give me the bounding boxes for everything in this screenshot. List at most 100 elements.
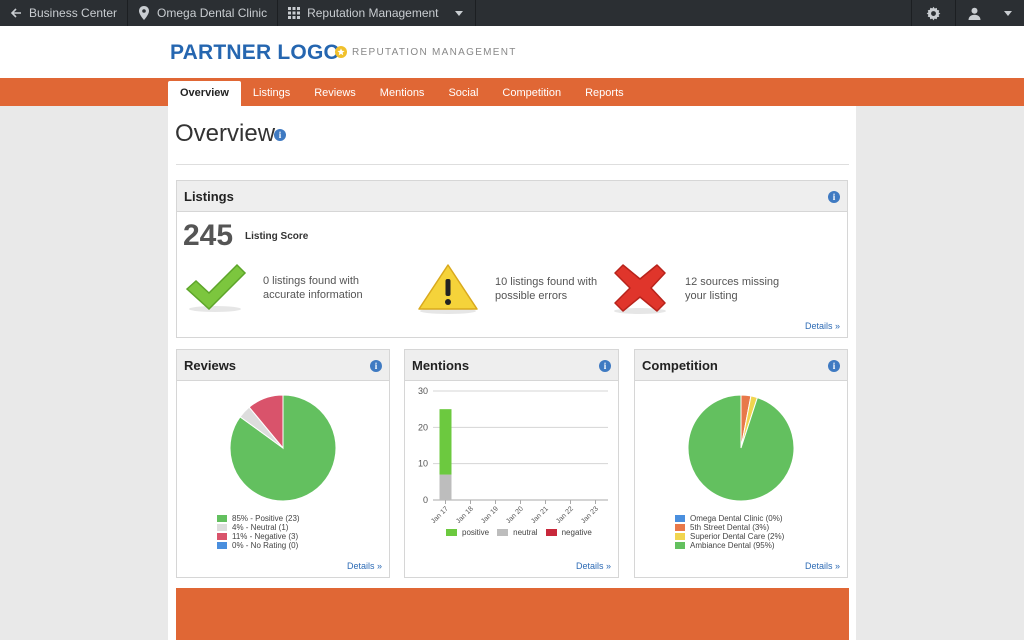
competition-card: Competition i Omega Dental Clinic (0%) 5…: [634, 349, 848, 578]
stat-line: 12 sources missing: [685, 276, 780, 288]
legend-item: 0% - No Rating (0): [217, 541, 300, 550]
x-tick-label: Jan 17: [430, 505, 450, 523]
competition-header: Competition i: [635, 350, 847, 381]
y-tick-label: 30: [418, 386, 428, 396]
product-label: REPUTATION MANAGEMENT: [352, 46, 517, 58]
bar-neutral: [439, 474, 452, 500]
back-to-business-center[interactable]: Business Center: [0, 0, 129, 26]
mentions-details-link[interactable]: Details »: [575, 561, 611, 571]
legend-label: Superior Dental Care (2%): [690, 532, 785, 541]
info-icon[interactable]: i: [828, 191, 840, 203]
user-menu[interactable]: [955, 0, 1024, 26]
y-tick-label: 0: [423, 495, 428, 505]
reviews-header: Reviews i: [177, 350, 389, 381]
mentions-card: Mentions i 0 10 20 30 Jan 17 Jan 18 Jan 19 Jan …: [404, 349, 619, 578]
nav-tabs: Overview Listings Reviews Mentions Socia…: [168, 81, 636, 106]
competition-pie-chart: [687, 394, 795, 502]
stat-line: your listing: [685, 290, 738, 302]
legend-item: Superior Dental Care (2%): [675, 532, 784, 541]
listing-score-label: Listing Score: [245, 231, 309, 242]
chevron-down-icon: [1004, 10, 1012, 16]
listings-details-link[interactable]: Details »: [804, 321, 840, 331]
legend-item: 4% - Neutral (1): [217, 523, 300, 532]
tab-social[interactable]: Social: [448, 87, 479, 99]
mentions-bar-chart: 0 10 20 30 Jan 17 Jan 18 Jan 19 Jan 20 Jan 21 Jan…: [418, 386, 608, 523]
chevron-down-icon: [454, 10, 463, 16]
header: PARTNER LOGO REPUTATION MANAGEMENT: [0, 26, 1024, 78]
legend-label: neutral: [513, 528, 538, 537]
info-icon[interactable]: i: [274, 129, 286, 141]
tab-competition[interactable]: Competition: [502, 87, 562, 99]
y-tick-label: 10: [418, 459, 428, 469]
legend-swatch: [217, 542, 227, 549]
legend-label: Ambiance Dental (95%): [690, 541, 775, 550]
x-tick-label: Jan 21: [530, 505, 550, 523]
legend-item: Ambiance Dental (95%): [675, 541, 784, 550]
partner-logo[interactable]: PARTNER LOGO: [170, 41, 341, 64]
info-icon[interactable]: i: [828, 360, 840, 372]
pie-slice-ambiance-dental: [687, 394, 795, 502]
reviews-card: Reviews i 85% - Positive (23) 4% - Neutr…: [176, 349, 390, 578]
stat-line: accurate information: [263, 289, 363, 301]
reviews-title: Reviews: [184, 358, 237, 373]
competition-legend: Omega Dental Clinic (0%) 5th Street Dent…: [675, 514, 784, 550]
x-tick-label: Jan 19: [480, 505, 500, 523]
x-mark-icon: [614, 264, 666, 314]
promo-banner: [176, 588, 849, 640]
warning-icon: [418, 264, 478, 314]
listings-header: Listings i: [177, 181, 847, 212]
location-selector[interactable]: Omega Dental Clinic: [128, 0, 279, 26]
legend-item: neutral: [497, 528, 538, 537]
listings-title: Listings: [184, 189, 234, 204]
missing-sources-text: 12 sources missing your listing: [685, 275, 805, 303]
x-tick-label: Jan 23: [580, 505, 600, 523]
tab-mentions[interactable]: Mentions: [379, 87, 425, 99]
nav-bar: Overview Listings Reviews Mentions Socia…: [0, 78, 1024, 106]
location-pin-icon: [139, 6, 150, 20]
legend-swatch: [545, 529, 557, 536]
x-tick-label: Jan 18: [455, 505, 475, 523]
missing-sources-stat: 12 sources missing your listing: [611, 263, 805, 315]
bar-positive: [439, 409, 452, 475]
reviews-pie-chart: [229, 394, 337, 502]
listing-score-value: 245: [183, 219, 234, 252]
top-bar: Business Center Omega Dental Clinic Repu…: [0, 0, 1024, 26]
tab-reports[interactable]: Reports: [585, 87, 624, 99]
stat-line: possible errors: [495, 290, 568, 302]
tab-reviews[interactable]: Reviews: [314, 87, 356, 99]
legend-swatch: [446, 529, 457, 536]
page-title: Overview: [175, 120, 276, 147]
legend-swatch: [497, 529, 509, 536]
user-icon: [968, 7, 981, 20]
info-icon[interactable]: i: [370, 360, 382, 372]
legend-swatch: [675, 515, 685, 522]
x-tick-label: Jan 20: [505, 505, 525, 523]
app-label: Reputation Management: [307, 6, 439, 20]
business-center-label: Business Center: [29, 6, 118, 20]
location-label: Omega Dental Clinic: [157, 6, 268, 20]
mentions-title: Mentions: [412, 358, 470, 373]
mentions-header: Mentions i: [405, 350, 618, 381]
tab-listings[interactable]: Listings: [252, 87, 291, 99]
info-icon[interactable]: i: [599, 360, 611, 372]
legend-swatch: [217, 524, 227, 531]
reviews-details-link[interactable]: Details »: [346, 561, 382, 571]
app-switcher[interactable]: Reputation Management: [278, 0, 476, 26]
mentions-legend: positive neutral negative: [446, 528, 600, 537]
main-content: Overview i Listings i 245 Listing Score …: [168, 106, 856, 640]
legend-swatch: [217, 515, 227, 522]
back-arrow-icon: [10, 8, 21, 18]
legend-swatch: [675, 533, 685, 540]
legend-label: Omega Dental Clinic (0%): [690, 514, 783, 523]
legend-label: positive: [462, 528, 490, 537]
listing-errors-text: 10 listings found with possible errors: [495, 275, 615, 303]
stat-line: 0 listings found with: [263, 275, 359, 287]
listings-card: Listings i 245 Listing Score 0 listings …: [176, 180, 848, 338]
reviews-legend: 85% - Positive (23) 4% - Neutral (1) 11%…: [217, 514, 300, 550]
competition-details-link[interactable]: Details »: [804, 561, 840, 571]
pie-slice-negative: [248, 394, 284, 450]
legend-item: negative: [545, 528, 592, 537]
settings-button[interactable]: [911, 0, 955, 26]
accurate-listings-stat: 0 listings found with accurate informati…: [185, 263, 383, 313]
tab-overview[interactable]: Overview: [168, 81, 241, 106]
